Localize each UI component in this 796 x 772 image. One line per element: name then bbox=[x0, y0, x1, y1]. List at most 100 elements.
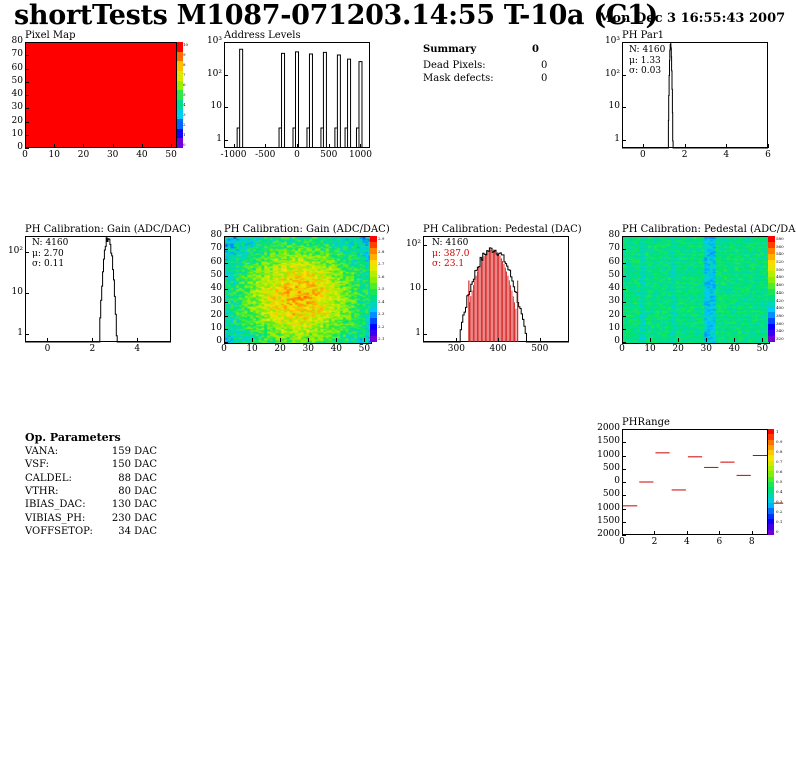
gain-map-xtick-mark bbox=[364, 338, 365, 342]
phrange-title: PHRange bbox=[622, 417, 670, 428]
pedestal-map-ztick-label: 460 bbox=[776, 282, 784, 288]
gain-map-ytick-mark bbox=[224, 263, 228, 264]
phrange-ztick-label: 0.5 bbox=[776, 479, 783, 484]
gain-map-colorbar bbox=[370, 236, 377, 342]
pixel-map-ytick-mark bbox=[25, 69, 29, 70]
phrange-xtick-mark bbox=[654, 531, 655, 535]
pixel-map-xtick-label: 50 bbox=[165, 150, 177, 160]
phrange-ytick-label: 2000 bbox=[597, 423, 620, 433]
pedestal-histogram bbox=[423, 247, 569, 343]
phrange-xtick-label: 2 bbox=[651, 537, 658, 547]
pedestal-map-colorbar-swatch bbox=[768, 335, 775, 342]
page-title: shortTests M1087-071203.14:55 T-10a (C1) bbox=[14, 0, 658, 31]
phrange-ytick-label: 0 bbox=[614, 476, 620, 486]
pedestal-map-colorbar-swatch bbox=[768, 265, 775, 272]
pixel-map-ytick-mark bbox=[25, 42, 29, 43]
ph-par1-ytick-mark bbox=[622, 140, 626, 141]
phrange-xtick-label: 8 bbox=[748, 537, 755, 547]
gain-map-ztick-label: 2.5 bbox=[378, 286, 385, 291]
pedestal-map-ytick-label: 40 bbox=[608, 283, 620, 293]
phrange-colorbar-swatch bbox=[768, 429, 774, 435]
pedestal-map-colorbar-swatch bbox=[768, 330, 775, 336]
pedestal-map-colorbar-swatch bbox=[768, 277, 775, 283]
pedestal-map-colorbar-swatch bbox=[768, 324, 775, 330]
gain-map-colorbar-swatch bbox=[370, 283, 377, 289]
pixel-map-ztick-label: 6 bbox=[183, 82, 186, 87]
pixel-map-colorbar-swatch bbox=[177, 61, 183, 71]
pedestal-map-ztick-label: 440 bbox=[776, 289, 784, 295]
pedestal-map-xtick-label: 50 bbox=[756, 344, 769, 354]
gain-hist-xtick-mark bbox=[92, 338, 93, 342]
pixel-map-title: Pixel Map bbox=[25, 30, 76, 41]
gain-map-colorbar-swatch bbox=[370, 335, 377, 342]
gain-map-ytick-label: 50 bbox=[210, 269, 222, 280]
ph-par1-ytick-mark bbox=[622, 107, 626, 108]
pixel-map-xtick-label: 30 bbox=[106, 150, 119, 160]
phrange-colorbar-swatch bbox=[768, 497, 774, 504]
address-levels-xtick-label: 1000 bbox=[349, 150, 372, 160]
address-levels-ytick-mark bbox=[224, 140, 228, 141]
pedestal-hist-stat-mu: μ: 387.0 bbox=[432, 249, 470, 259]
gain-map-ytick-label: 70 bbox=[210, 243, 222, 254]
pedestal-map-xtick-mark bbox=[734, 338, 735, 342]
pixel-map-ytick-mark bbox=[25, 135, 29, 136]
gain-map-colorbar-swatch bbox=[370, 277, 377, 283]
phrange-colorbar-swatch bbox=[768, 519, 774, 525]
gain-map-xtick-label: 0 bbox=[221, 344, 227, 354]
pixel-map-xtick-label: 40 bbox=[136, 150, 148, 160]
pixel-map-colorbar-swatch bbox=[177, 128, 183, 139]
ph-par1-xtick-label: 4 bbox=[723, 150, 730, 160]
pixel-map-xtick-mark bbox=[54, 144, 55, 148]
pedestal-hist-ytick-label: 10 bbox=[409, 283, 421, 294]
gain-map-colorbar-swatch bbox=[370, 253, 377, 260]
pedestal-hist-xtick-label: 500 bbox=[531, 344, 549, 354]
pedestal-map-xtick-mark bbox=[762, 338, 763, 342]
pedestal-map-ytick-label: 0 bbox=[614, 336, 620, 346]
phrange-ytick-mark bbox=[622, 482, 626, 483]
pixel-map-ytick-label: 80 bbox=[11, 36, 23, 46]
pixel-map-ztick-label: 7 bbox=[183, 72, 186, 77]
pedestal-map-xtick-label: 40 bbox=[728, 344, 741, 354]
op-param-value: 159 DAC bbox=[111, 446, 157, 457]
address-levels-xtick-mark bbox=[234, 144, 235, 148]
pedestal-hist-ytick-mark bbox=[423, 334, 427, 335]
pedestal-map-ytick-label: 60 bbox=[608, 256, 620, 267]
pixel-map-xtick-mark bbox=[142, 144, 143, 148]
summary-mask-defects-label: Mask defects: bbox=[423, 73, 494, 84]
phrange-ztick-label: 0.8 bbox=[776, 449, 783, 454]
address-levels-ytick-mark bbox=[224, 42, 228, 43]
pedestal-hist-ytick-mark bbox=[423, 245, 427, 246]
gain-map-colorbar-swatch bbox=[370, 271, 377, 278]
phrange-colorbar-swatch bbox=[768, 455, 774, 461]
gain-hist-title: PH Calibration: Gain (ADC/DAC) bbox=[25, 224, 191, 235]
pedestal-map-ytick-mark bbox=[622, 302, 626, 303]
phrange-colorbar-swatch bbox=[768, 450, 774, 456]
gain-hist-ytick-label: 10 bbox=[11, 287, 23, 298]
gain-hist-plot bbox=[25, 236, 171, 342]
pixel-map-xtick-mark bbox=[113, 144, 114, 148]
gain-map-ytick-label: 40 bbox=[210, 283, 222, 293]
gain-map-ztick-label: 2.1 bbox=[378, 336, 385, 341]
op-param-value: 150 DAC bbox=[111, 459, 157, 471]
pedestal-map-ytick-mark bbox=[622, 263, 626, 264]
gain-map-ztick-label: 2.2 bbox=[378, 323, 385, 329]
summary-mask-defects-value: 0 bbox=[541, 73, 548, 84]
address-levels-shoulder bbox=[355, 127, 359, 148]
gain-histogram bbox=[25, 237, 171, 343]
op-param-value: 80 DAC bbox=[118, 485, 157, 497]
gain-map-xtick-mark bbox=[308, 338, 309, 342]
pedestal-hist-stat-n: N: 4160 bbox=[432, 238, 469, 248]
pedestal-map-colorbar-swatch bbox=[768, 241, 775, 248]
ph-par1-ytick-label: 1 bbox=[614, 134, 620, 144]
phrange-ytick-mark bbox=[622, 429, 626, 430]
pixel-map-colorbar-swatch bbox=[177, 42, 183, 52]
gain-map-colorbar-swatch bbox=[370, 259, 377, 266]
gain-map-ytick-mark bbox=[224, 342, 228, 343]
gain-hist-xtick-label: 0 bbox=[44, 344, 51, 354]
address-levels-title: Address Levels bbox=[224, 30, 301, 41]
pixel-map-colorbar-swatch bbox=[177, 138, 183, 148]
phrange-ztick-label: 0.7 bbox=[776, 459, 783, 464]
gain-map-ztick-label: 2.7 bbox=[378, 261, 385, 266]
summary-dead-pixels-label: Dead Pixels: bbox=[423, 60, 486, 71]
ph-par1-stat-n: N: 4160 bbox=[629, 45, 666, 55]
